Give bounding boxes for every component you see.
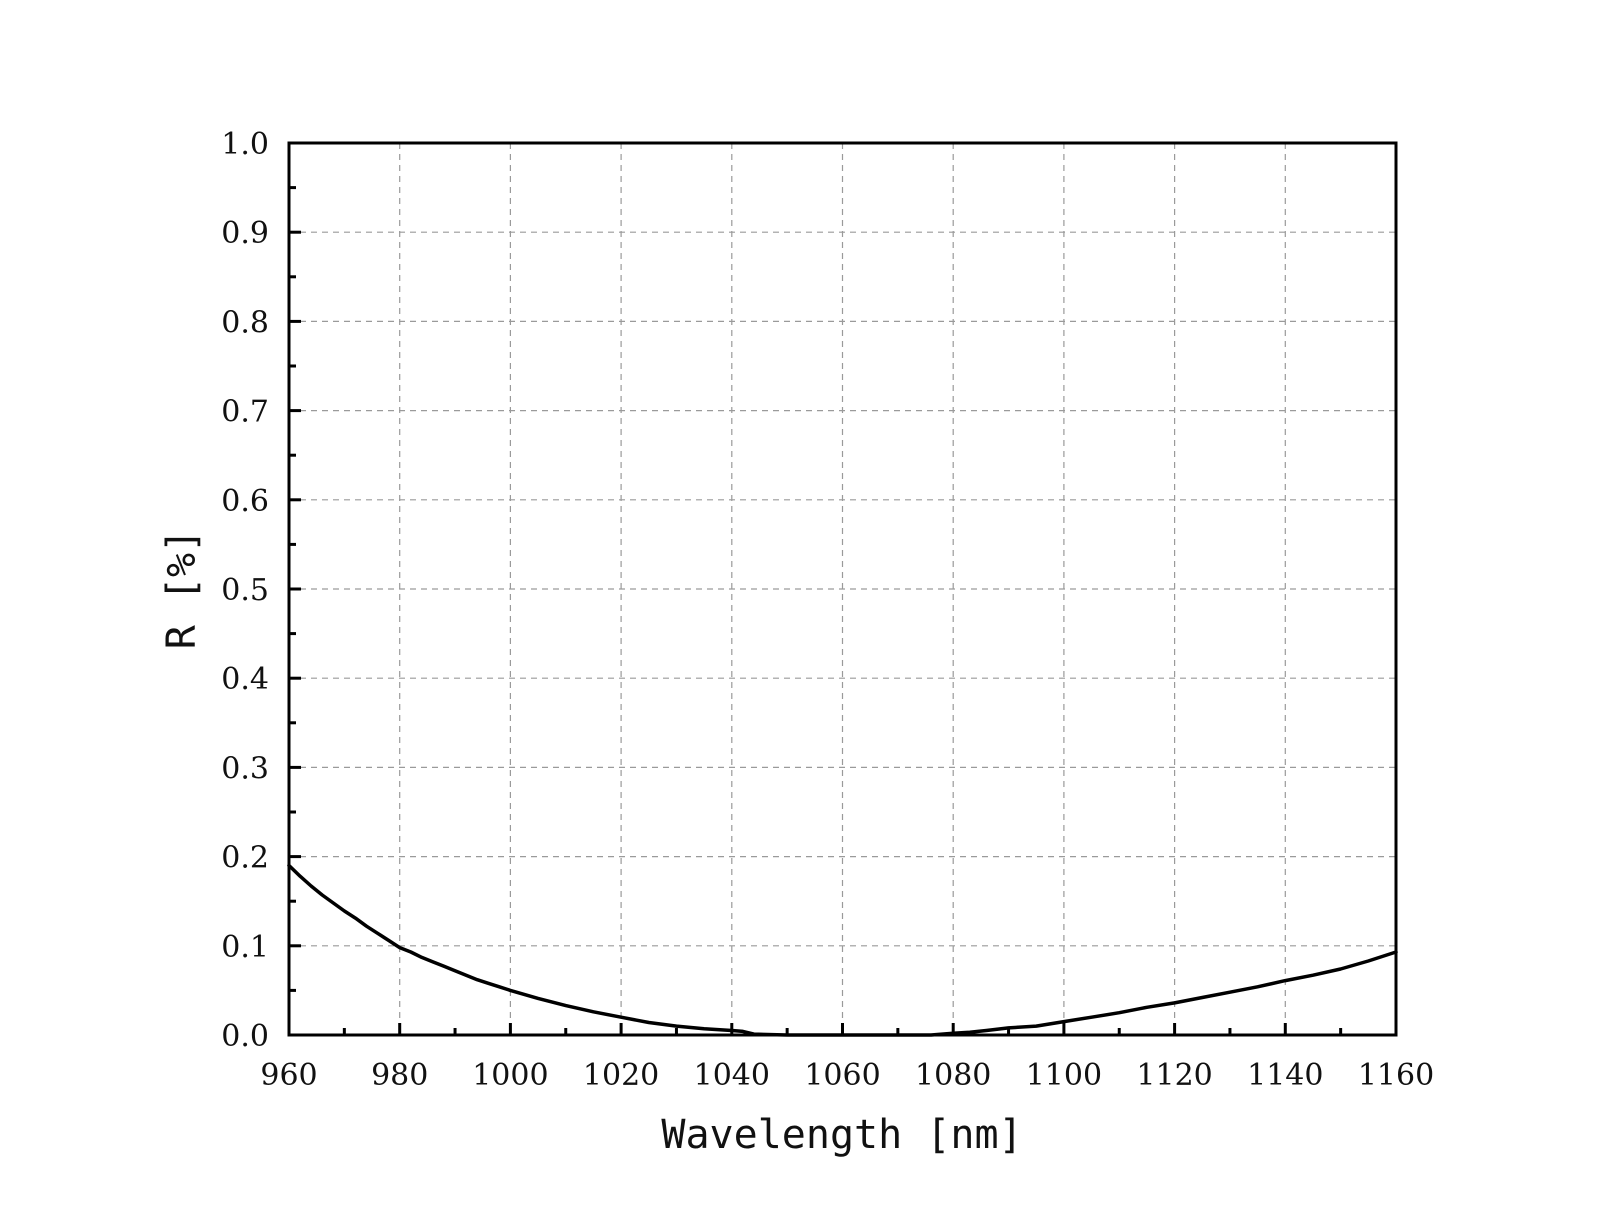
x-axis-title: Wavelength [nm]: [661, 1112, 1022, 1158]
x-tick-label: 960: [260, 1058, 317, 1093]
x-tick-labels: 960 980 1000 1020 1040 1060 1080 1100 1120 1140 11…: [260, 1058, 1434, 1093]
y-tick-label: 0.7: [221, 395, 269, 430]
x-tick-label: 1060: [804, 1058, 880, 1093]
y-tick-label: 0.0: [221, 1019, 269, 1054]
y-tick-label: 0.6: [221, 484, 269, 519]
x-tick-label: 1120: [1136, 1058, 1212, 1093]
plot-frame: [287, 141, 1398, 1037]
y-tick-label: 1.0: [221, 127, 269, 162]
y-tick-label: 0.1: [221, 930, 269, 965]
series-layer: [287, 863, 1398, 1037]
x-tick-label: 1100: [1026, 1058, 1102, 1093]
y-tick-labels: 0.0 0.1 0.2 0.3 0.4 0.5 0.6 0.7 0.8 0.9 1.0: [221, 127, 269, 1054]
x-tick-label: 1140: [1247, 1058, 1323, 1093]
x-tick-label: 1040: [694, 1058, 770, 1093]
x-tick-label: 1020: [583, 1058, 659, 1093]
grid: [289, 143, 1396, 1035]
y-tick-label: 0.4: [221, 662, 269, 697]
y-tick-label: 0.2: [221, 841, 269, 876]
reflectance-series-line: [287, 863, 1398, 1037]
x-tick-label: 1160: [1358, 1058, 1434, 1093]
x-tick-label: 980: [371, 1058, 428, 1093]
y-axis-title: R [%]: [159, 529, 205, 649]
y-tick-label: 0.3: [221, 751, 269, 786]
x-tick-label: 1080: [915, 1058, 991, 1093]
y-tick-label: 0.5: [221, 573, 269, 608]
y-tick-label: 0.8: [221, 305, 269, 340]
y-tick-label: 0.9: [221, 216, 269, 251]
x-tick-label: 1000: [472, 1058, 548, 1093]
